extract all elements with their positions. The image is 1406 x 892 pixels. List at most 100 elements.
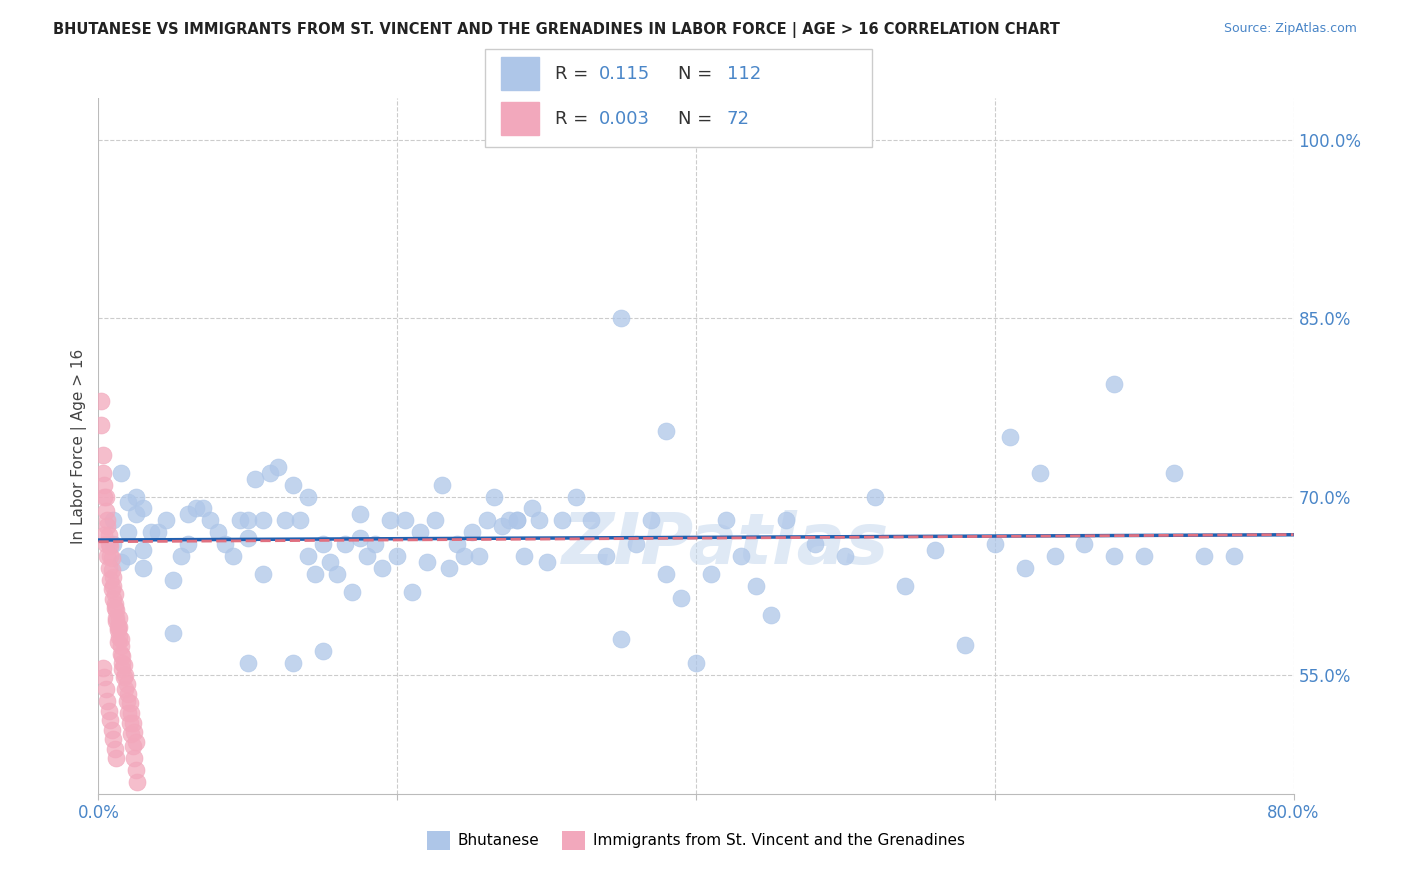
Point — [110, 647, 132, 661]
Point — [700, 566, 723, 581]
Point — [112, 670, 135, 684]
Point — [118, 697, 141, 711]
Point — [125, 508, 148, 522]
Text: R =: R = — [554, 110, 593, 128]
Point — [148, 525, 170, 540]
Point — [103, 732, 125, 747]
Point — [120, 727, 142, 741]
Point — [115, 677, 138, 691]
Text: BHUTANESE VS IMMIGRANTS FROM ST. VINCENT AND THE GRENADINES IN LABOR FORCE | AGE: BHUTANESE VS IMMIGRANTS FROM ST. VINCENT… — [53, 22, 1060, 38]
Point — [90, 418, 112, 433]
Point — [274, 513, 297, 527]
Point — [98, 540, 122, 554]
Text: 112: 112 — [727, 64, 761, 83]
Point — [107, 623, 129, 637]
Point — [162, 573, 184, 587]
Point — [378, 513, 401, 527]
Point — [124, 725, 146, 739]
Point — [1104, 376, 1126, 391]
Point — [96, 694, 118, 708]
Point — [222, 549, 245, 563]
Legend: Bhutanese, Immigrants from St. Vincent and the Grenadines: Bhutanese, Immigrants from St. Vincent a… — [420, 825, 972, 855]
Point — [103, 579, 125, 593]
Point — [527, 513, 550, 527]
Point — [626, 537, 648, 551]
Point — [125, 763, 148, 777]
Point — [104, 597, 127, 611]
Text: 0.003: 0.003 — [599, 110, 650, 128]
Point — [550, 513, 572, 527]
Point — [103, 570, 125, 584]
Text: 72: 72 — [727, 110, 749, 128]
Point — [536, 555, 558, 569]
Point — [97, 561, 120, 575]
Point — [640, 513, 662, 527]
Point — [610, 311, 633, 326]
Point — [191, 501, 214, 516]
Point — [120, 706, 142, 720]
Point — [364, 537, 387, 551]
Point — [103, 513, 125, 527]
Point — [259, 466, 281, 480]
Point — [108, 620, 131, 634]
Point — [103, 591, 125, 606]
Point — [655, 566, 678, 581]
Point — [297, 490, 319, 504]
Point — [1073, 537, 1095, 551]
Point — [326, 566, 349, 581]
Point — [110, 632, 132, 647]
Point — [595, 549, 617, 563]
Point — [94, 504, 117, 518]
Point — [759, 608, 782, 623]
Point — [475, 513, 498, 527]
Point — [94, 490, 117, 504]
Point — [1043, 549, 1066, 563]
Point — [112, 658, 135, 673]
Point — [267, 459, 290, 474]
Point — [111, 656, 134, 670]
Point — [101, 582, 124, 597]
Point — [1163, 466, 1185, 480]
Point — [97, 537, 120, 551]
Point — [200, 513, 222, 527]
FancyBboxPatch shape — [485, 49, 872, 147]
Point — [184, 501, 207, 516]
Point — [998, 430, 1021, 444]
Text: N =: N = — [678, 64, 718, 83]
Point — [117, 549, 139, 563]
Point — [108, 611, 131, 625]
Point — [714, 513, 737, 527]
Point — [214, 537, 236, 551]
Point — [468, 549, 491, 563]
Point — [236, 513, 259, 527]
Point — [371, 561, 394, 575]
Point — [349, 531, 371, 545]
Point — [105, 602, 128, 616]
Point — [252, 566, 274, 581]
Point — [245, 472, 267, 486]
Point — [121, 739, 143, 754]
Point — [356, 549, 378, 563]
Point — [124, 751, 146, 765]
Point — [98, 573, 122, 587]
Point — [104, 587, 127, 601]
Point — [111, 648, 134, 663]
Point — [98, 549, 122, 563]
Point — [110, 555, 132, 569]
Point — [730, 549, 752, 563]
Point — [894, 579, 917, 593]
Point — [91, 661, 114, 675]
Point — [581, 513, 603, 527]
Point — [520, 501, 543, 516]
Point — [207, 525, 229, 540]
Point — [94, 537, 117, 551]
Point — [565, 490, 588, 504]
Point — [491, 519, 513, 533]
Point — [236, 531, 259, 545]
Point — [311, 537, 333, 551]
Point — [97, 704, 120, 718]
Point — [655, 424, 678, 438]
Point — [498, 513, 520, 527]
Point — [1014, 561, 1036, 575]
Bar — [501, 57, 538, 90]
